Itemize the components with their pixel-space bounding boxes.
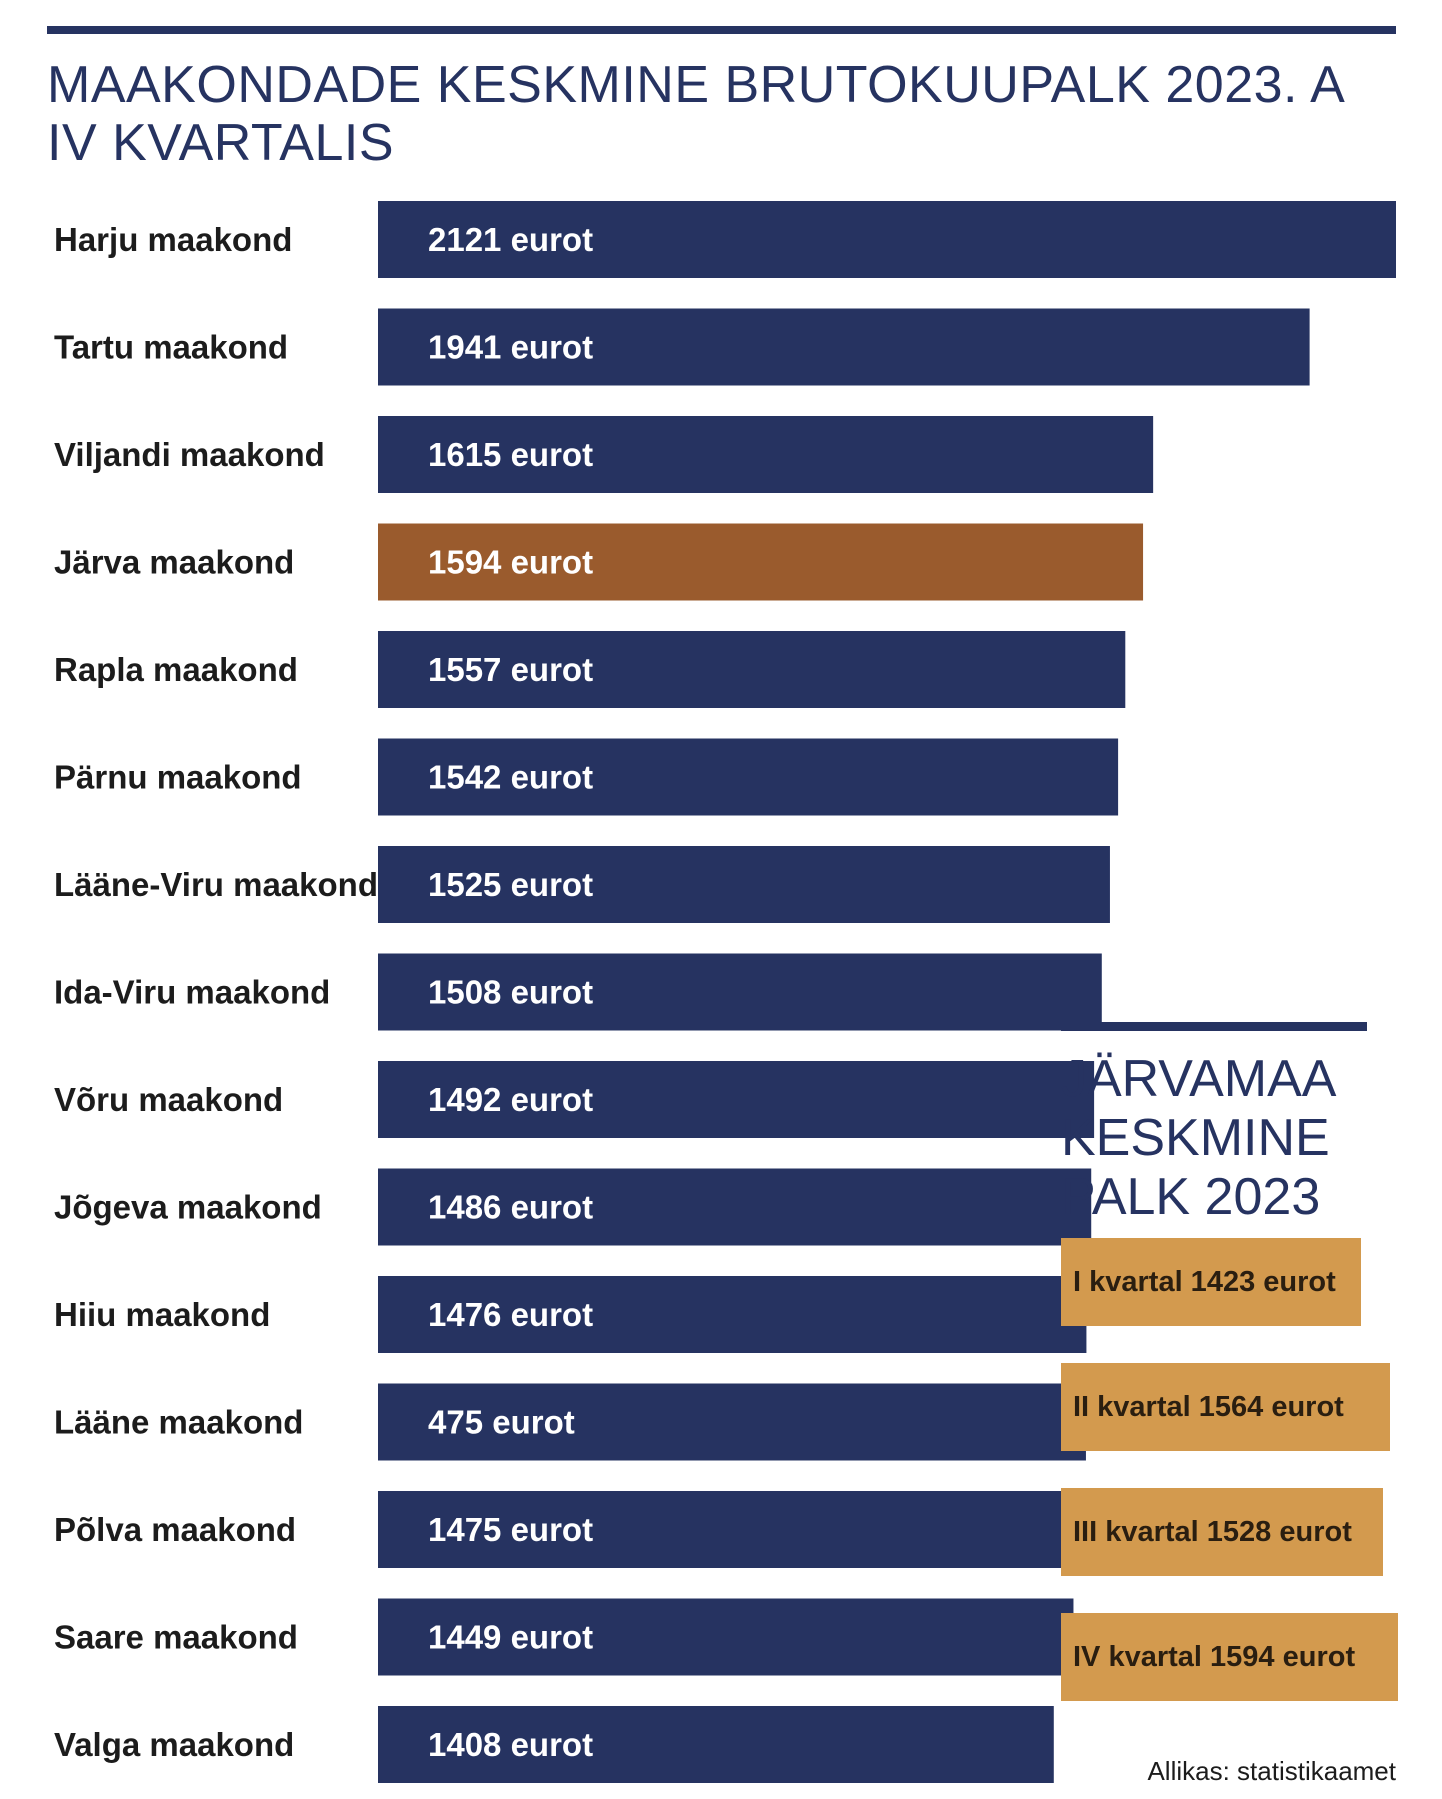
bar: [378, 416, 1154, 493]
bar: [378, 846, 1110, 923]
top-rule: [47, 26, 1396, 34]
bar: [378, 308, 1310, 386]
title-line-1: MAAKONDADE KESKMINE BRUTOKUUPALK 2023. A: [47, 56, 1346, 114]
bar: [378, 953, 1102, 1031]
bar-value-label: 1594 eurot: [428, 544, 593, 581]
category-label: Pärnu maakond: [54, 759, 302, 796]
bar-value-label: 1508 eurot: [428, 974, 593, 1011]
bar: [378, 1491, 1086, 1568]
title-line-2: IV KVARTALIS: [47, 114, 395, 172]
category-label: Viljandi maakond: [54, 436, 325, 473]
category-label: Võru maakond: [54, 1081, 283, 1118]
sidebar-title-line-3: PALK 2023: [1061, 1168, 1321, 1226]
category-label: Põlva maakond: [54, 1511, 296, 1548]
sidebar-rule: [1061, 1022, 1367, 1031]
bar-value-label: 1486 eurot: [428, 1189, 593, 1226]
category-label: Hiiu maakond: [54, 1296, 270, 1333]
category-label: Järva maakond: [54, 544, 294, 581]
category-label: Rapla maakond: [54, 651, 298, 688]
category-label: Harju maakond: [54, 221, 292, 258]
source-note: Allikas: statistikaamet: [1147, 1756, 1396, 1786]
quarter-box-1: I kvartal 1423 eurot: [1061, 1238, 1361, 1326]
bar-value-label: 1476 eurot: [428, 1296, 593, 1333]
bar-value-label: 1525 eurot: [428, 866, 593, 903]
bar: [378, 1598, 1074, 1676]
quarter-box-2: II kvartal 1564 eurot: [1061, 1363, 1390, 1451]
bar-value-label: 475 eurot: [428, 1404, 575, 1441]
bar: [378, 1276, 1087, 1353]
bar: [378, 1706, 1054, 1783]
category-label: Lääne maakond: [54, 1404, 303, 1441]
bar: [378, 1168, 1092, 1246]
bar-value-label: 1475 eurot: [428, 1511, 593, 1548]
bar-value-label: 1449 eurot: [428, 1619, 593, 1656]
sidebar-title: JÄRVAMAA KESKMINE PALK 2023: [1061, 1050, 1401, 1227]
category-label: Jõgeva maakond: [54, 1189, 322, 1226]
bar: [378, 1061, 1095, 1138]
bar: [378, 738, 1119, 816]
bar-value-label: 1557 eurot: [428, 651, 593, 688]
bar-value-label: 1941 eurot: [428, 329, 593, 366]
bar-value-label: 1408 eurot: [428, 1726, 593, 1763]
sidebar-title-line-2: KESKMINE: [1061, 1109, 1330, 1167]
category-label: Ida-Viru maakond: [54, 974, 330, 1011]
bar-value-label: 1542 eurot: [428, 759, 593, 796]
bar: [378, 1383, 1086, 1461]
category-label: Lääne-Viru maakond: [54, 866, 378, 903]
quarter-box-3: III kvartal 1528 eurot: [1061, 1488, 1383, 1576]
quarter-box-4: IV kvartal 1594 eurot: [1061, 1613, 1398, 1701]
bar: [378, 201, 1396, 278]
category-label: Valga maakond: [54, 1726, 294, 1763]
page-title: MAAKONDADE KESKMINE BRUTOKUUPALK 2023. A…: [47, 56, 1407, 172]
bar-highlight: [378, 523, 1144, 601]
bar-value-label: 1492 eurot: [428, 1081, 593, 1118]
category-label: Tartu maakond: [54, 329, 288, 366]
category-label: Saare maakond: [54, 1619, 298, 1656]
bar-value-label: 1615 eurot: [428, 436, 593, 473]
sidebar-title-line-1: JÄRVAMAA: [1061, 1050, 1337, 1108]
bar-value-label: 2121 eurot: [428, 221, 593, 258]
bar: [378, 631, 1126, 708]
